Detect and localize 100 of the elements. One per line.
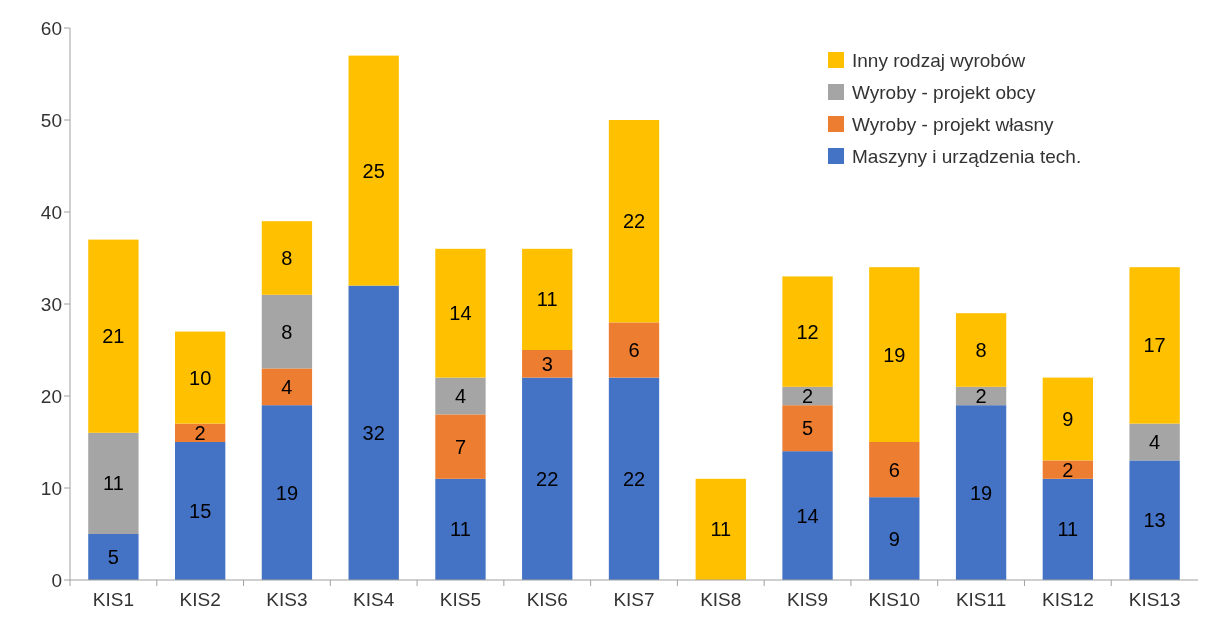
- y-tick-label: 20: [40, 385, 62, 407]
- bar: [435, 478, 486, 580]
- data-label: 2: [1062, 458, 1074, 481]
- bar: [522, 248, 573, 350]
- bar: [1129, 267, 1180, 424]
- y-tick-label: 30: [40, 293, 62, 315]
- data-label: 2: [975, 385, 987, 407]
- data-label: 9: [1062, 408, 1074, 430]
- data-label: 8: [975, 339, 987, 361]
- bar: [88, 432, 139, 534]
- data-label: 22: [622, 467, 646, 490]
- data-label: 2: [801, 385, 814, 407]
- data-label: 21: [102, 325, 125, 348]
- bar: [174, 442, 226, 580]
- bar: [1042, 460, 1094, 479]
- bar: [174, 331, 226, 424]
- bar: [869, 267, 920, 442]
- x-tick-label: KIS11: [955, 589, 1007, 610]
- bar: [782, 386, 833, 406]
- data-label: 12: [796, 320, 819, 343]
- data-label: 11: [103, 472, 124, 495]
- bar: [261, 368, 313, 406]
- x-tick-label: KIS7: [613, 589, 655, 610]
- data-label: 7: [454, 435, 467, 458]
- data-label: 5: [801, 417, 814, 440]
- data-label: 25: [362, 159, 385, 182]
- x-tick-label: KIS3: [266, 589, 308, 610]
- data-label: 11: [710, 518, 732, 541]
- x-tick-label: KIS6: [526, 589, 568, 610]
- legend-label: Maszyny i urządzenia tech.: [852, 145, 1082, 167]
- bar: [348, 285, 399, 580]
- bar: [869, 497, 920, 580]
- data-label: 17: [1143, 334, 1166, 357]
- bar: [608, 377, 660, 580]
- data-label: 19: [275, 481, 299, 504]
- data-label: 11: [1057, 518, 1079, 541]
- data-label: 4: [1149, 431, 1161, 453]
- legend-label: Wyroby - projekt obcy: [852, 81, 1037, 103]
- x-tick-label: KIS10: [868, 589, 921, 610]
- bar: [782, 405, 833, 452]
- data-label: 5: [107, 546, 119, 568]
- bar: [435, 377, 486, 415]
- bar: [261, 294, 313, 369]
- bar: [348, 55, 399, 286]
- data-label: 6: [888, 458, 900, 481]
- x-tick-label: KIS5: [439, 589, 482, 610]
- bar: [435, 248, 486, 378]
- x-tick-label: KIS4: [353, 589, 395, 610]
- x-tick-label: KIS13: [1128, 589, 1181, 610]
- legend-label: Inny rodzaj wyrobów: [852, 49, 1026, 71]
- bar: [261, 221, 313, 295]
- bar: [1042, 377, 1094, 461]
- bar: [88, 534, 139, 580]
- data-label: 4: [454, 385, 467, 407]
- y-tick-label: 10: [40, 477, 62, 499]
- data-label: 9: [888, 527, 900, 550]
- data-label: 19: [883, 343, 906, 366]
- bar: [782, 276, 833, 387]
- data-label: 11: [450, 518, 471, 541]
- bar: [261, 405, 313, 580]
- bar: [1129, 423, 1180, 461]
- bar: [1042, 478, 1094, 580]
- bar: [955, 313, 1007, 387]
- data-label: 13: [1143, 509, 1166, 532]
- x-tick-label: KIS1: [92, 589, 134, 610]
- y-tick-label: 50: [40, 109, 62, 131]
- bar: [1129, 460, 1180, 580]
- x-tick-label: KIS9: [786, 589, 829, 610]
- data-label: 11: [536, 288, 558, 311]
- bar: [608, 322, 660, 378]
- bar: [869, 442, 920, 498]
- data-label: 4: [281, 375, 293, 398]
- bar: [608, 120, 660, 323]
- data-label: 22: [622, 210, 646, 233]
- bar: [955, 405, 1007, 580]
- bar: [88, 239, 139, 433]
- bar: [695, 478, 746, 580]
- data-label: 8: [281, 320, 293, 343]
- x-tick-label: KIS12: [1041, 589, 1094, 610]
- y-tick-label: 0: [51, 569, 62, 591]
- data-label: 10: [189, 366, 212, 389]
- data-label: 19: [969, 481, 993, 504]
- legend-label: Wyroby - projekt własny: [852, 113, 1054, 135]
- x-tick-label: KIS8: [700, 589, 742, 610]
- data-label: 8: [281, 247, 293, 269]
- y-tick-label: 60: [40, 17, 62, 39]
- bar: [522, 377, 573, 580]
- y-tick-label: 40: [40, 201, 62, 223]
- data-label: 2: [194, 421, 206, 444]
- data-label: 32: [362, 421, 385, 444]
- data-label: 6: [628, 339, 640, 361]
- data-label: 3: [541, 352, 553, 375]
- bar: [522, 350, 573, 378]
- bar: [435, 414, 486, 479]
- bar: [782, 451, 833, 580]
- data-label: 14: [449, 302, 472, 325]
- data-label: 14: [796, 504, 819, 527]
- x-tick-label: KIS2: [179, 589, 221, 610]
- data-label: 15: [189, 500, 212, 522]
- data-label: 22: [536, 467, 559, 490]
